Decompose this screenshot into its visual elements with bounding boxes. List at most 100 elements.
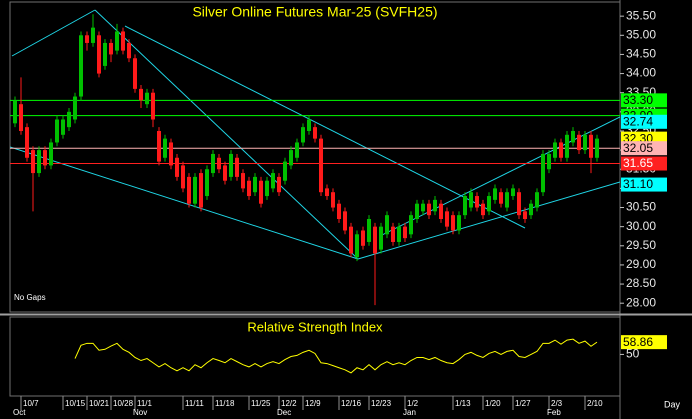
y-tick-label: 29.00 xyxy=(626,257,656,271)
candle-body xyxy=(97,35,101,74)
month-label: Feb xyxy=(547,408,561,417)
candle-body xyxy=(301,127,305,143)
candle-body xyxy=(433,199,437,212)
candle-body xyxy=(451,215,455,231)
trend-line xyxy=(10,146,359,260)
candle-body xyxy=(319,138,323,193)
candle-body xyxy=(565,134,569,158)
x-tick-label: 11/11 xyxy=(185,399,204,408)
month-label: Nov xyxy=(133,408,147,417)
y-tick-label: 34.00 xyxy=(626,66,656,80)
candle-body xyxy=(373,226,377,254)
candle-body xyxy=(139,88,143,101)
candle-body xyxy=(343,211,347,231)
price-level-box xyxy=(621,156,667,171)
candle-body xyxy=(175,157,179,177)
x-tick-label: 12/16 xyxy=(341,399,362,408)
y-tick-label: 35.00 xyxy=(626,27,656,41)
price-level-box xyxy=(621,177,667,192)
candle-body xyxy=(595,138,599,158)
price-level-label: 31.10 xyxy=(623,177,653,191)
candle-body xyxy=(469,192,473,208)
candle-body xyxy=(79,35,83,97)
y-tick-label: 29.50 xyxy=(626,238,656,252)
candle-body xyxy=(103,42,107,66)
candle-body xyxy=(463,196,467,216)
price-level-label: 33.30 xyxy=(623,93,653,107)
candle-body xyxy=(391,226,395,242)
trend-line xyxy=(124,25,526,229)
candle-body xyxy=(157,130,161,162)
candles xyxy=(10,14,620,306)
price-level-box xyxy=(621,141,667,156)
candle-body xyxy=(499,192,503,204)
candle-body xyxy=(163,138,167,158)
price-level-label: 32.05 xyxy=(623,141,653,155)
candle-body xyxy=(415,203,419,219)
candle-body xyxy=(385,215,389,235)
candle-body xyxy=(229,153,233,177)
candle-body xyxy=(277,176,281,193)
candle-body xyxy=(517,192,521,216)
candle-body xyxy=(475,196,479,208)
last-value-label: 58.86 xyxy=(623,335,653,349)
x-tick-label: 10/15 xyxy=(65,399,86,408)
candle-body xyxy=(553,142,557,158)
candle-body xyxy=(589,134,593,158)
candle-body xyxy=(109,42,113,55)
y-tick-label: 30.00 xyxy=(626,219,656,233)
candle-body xyxy=(349,226,353,254)
x-tick-label: 12/9 xyxy=(305,399,321,408)
candle-body xyxy=(85,35,89,43)
x-tick-label: 1/13 xyxy=(455,399,471,408)
x-tick-label: 12/2 xyxy=(281,399,297,408)
x-tick-label: 1/27 xyxy=(515,399,531,408)
candle-body xyxy=(265,180,269,197)
candle-body xyxy=(271,173,275,189)
candle-body xyxy=(181,165,185,189)
candle-body xyxy=(421,203,425,212)
candle-body xyxy=(211,153,215,174)
y-tick-label: 50 xyxy=(626,347,640,361)
candle-body xyxy=(445,211,449,227)
candle-body xyxy=(559,142,563,158)
candle-body xyxy=(409,215,413,235)
candle-body xyxy=(427,203,431,216)
candle-body xyxy=(331,192,335,208)
candle-body xyxy=(547,153,551,170)
candle-body xyxy=(529,203,533,216)
candle-body xyxy=(67,111,71,128)
candle-body xyxy=(355,234,359,258)
candle-body xyxy=(439,203,443,219)
candle-body xyxy=(91,27,95,43)
candle-body xyxy=(577,134,581,151)
x-tick-label: 1/20 xyxy=(485,399,501,408)
candle-body xyxy=(61,119,65,135)
candle-body xyxy=(25,127,29,158)
x-tick-label: 11/18 xyxy=(215,399,235,408)
trend-line xyxy=(94,9,359,260)
rsi-title: Relative Strength Index xyxy=(247,319,383,334)
x-tick-label: 1/2 xyxy=(407,399,419,408)
x-tick-label: 10/7 xyxy=(23,399,39,408)
candle-body xyxy=(325,188,329,197)
candle-body xyxy=(337,203,341,219)
y-tick-label: 30.50 xyxy=(626,200,656,214)
candle-body xyxy=(403,226,407,239)
trend-line xyxy=(11,9,96,57)
candle-body xyxy=(361,230,365,246)
x-tick-label: 12/23 xyxy=(371,399,392,408)
price-level-label: 32.74 xyxy=(623,114,653,128)
month-label: Oct xyxy=(13,408,26,417)
trend-line xyxy=(357,181,620,260)
x-tick-label: 11/1 xyxy=(137,399,153,408)
candle-body xyxy=(379,226,383,250)
candle-body xyxy=(307,119,311,131)
last-value-box xyxy=(621,335,667,350)
candle-body xyxy=(493,188,497,200)
candle-body xyxy=(133,58,137,89)
price-level-box xyxy=(621,114,667,129)
candle-body xyxy=(295,142,299,158)
